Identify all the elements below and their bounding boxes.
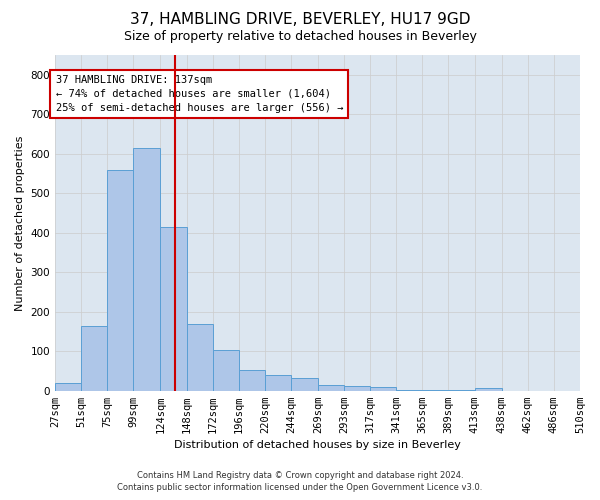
Bar xyxy=(55,383,81,390)
Text: Contains HM Land Registry data © Crown copyright and database right 2024.
Contai: Contains HM Land Registry data © Crown c… xyxy=(118,471,482,492)
Bar xyxy=(318,385,344,390)
Bar xyxy=(265,375,291,390)
Bar xyxy=(239,370,265,390)
Text: 37, HAMBLING DRIVE, BEVERLEY, HU17 9GD: 37, HAMBLING DRIVE, BEVERLEY, HU17 9GD xyxy=(130,12,470,28)
Bar xyxy=(580,388,600,390)
Bar xyxy=(81,326,107,390)
Y-axis label: Number of detached properties: Number of detached properties xyxy=(15,135,25,310)
Bar xyxy=(475,388,502,390)
Text: Size of property relative to detached houses in Beverley: Size of property relative to detached ho… xyxy=(124,30,476,43)
Bar xyxy=(160,227,187,390)
Bar xyxy=(291,378,318,390)
Bar xyxy=(212,350,239,391)
Bar xyxy=(187,324,212,390)
Bar xyxy=(370,387,397,390)
Bar xyxy=(133,148,160,390)
Bar xyxy=(344,386,370,390)
X-axis label: Distribution of detached houses by size in Beverley: Distribution of detached houses by size … xyxy=(174,440,461,450)
Text: 37 HAMBLING DRIVE: 137sqm
← 74% of detached houses are smaller (1,604)
25% of se: 37 HAMBLING DRIVE: 137sqm ← 74% of detac… xyxy=(56,74,343,112)
Bar xyxy=(107,170,133,390)
